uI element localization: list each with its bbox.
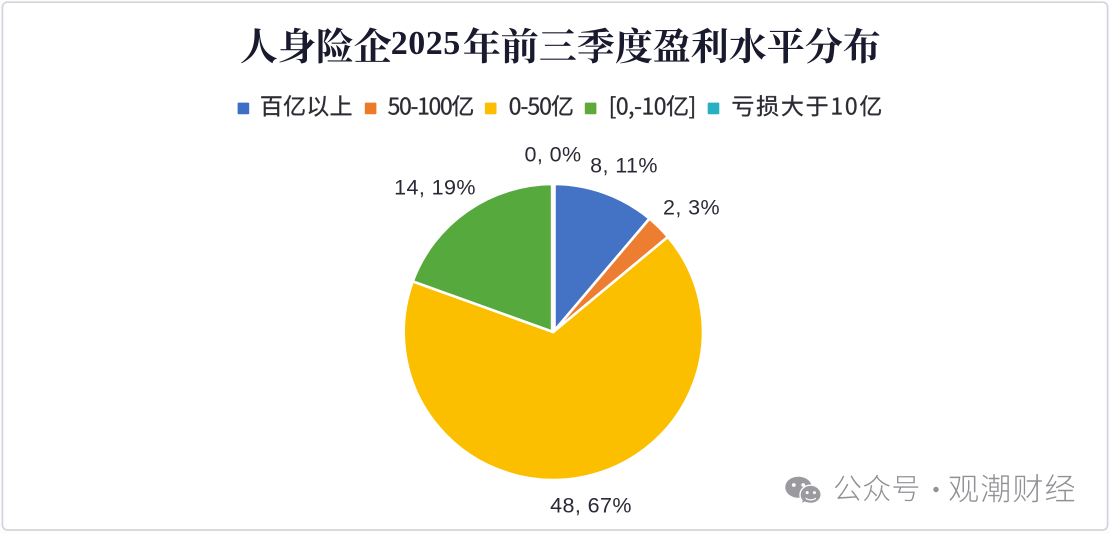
svg-text:8, 11%: 8, 11% <box>590 154 658 178</box>
svg-text:48, 67%: 48, 67% <box>550 494 632 518</box>
svg-text:14, 19%: 14, 19% <box>394 176 476 200</box>
svg-text:2025: 2025 <box>391 25 461 62</box>
svg-text:2, 3%: 2, 3% <box>663 196 720 220</box>
svg-text:0, 0%: 0, 0% <box>525 143 582 167</box>
